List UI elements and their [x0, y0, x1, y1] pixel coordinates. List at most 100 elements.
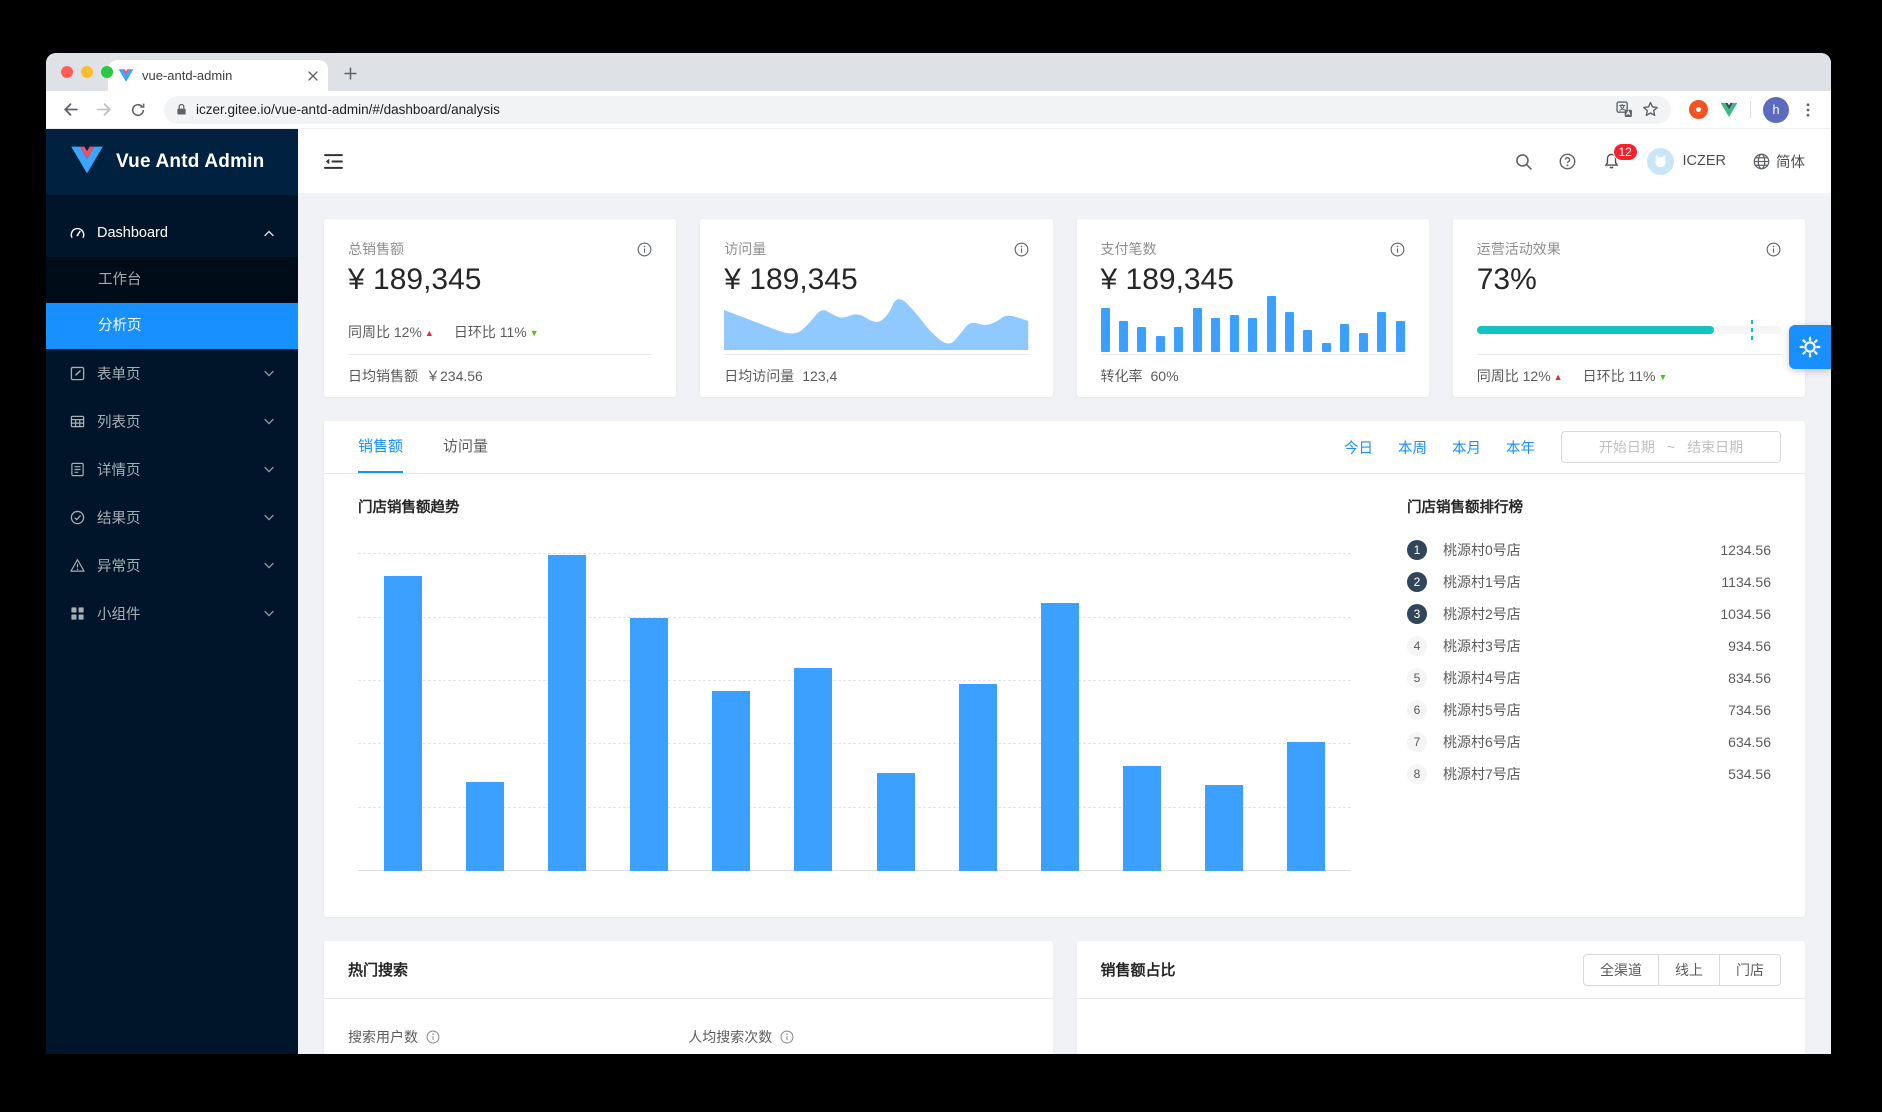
quick-link-3[interactable]: 本年 — [1506, 440, 1535, 457]
progress-target-marker — [1750, 320, 1753, 340]
notification-bell-icon[interactable]: 12 — [1603, 143, 1638, 170]
channel-button-0[interactable]: 全渠道 — [1583, 953, 1659, 986]
divider — [348, 354, 653, 355]
sidebar-item-result[interactable]: 结果页 — [46, 493, 298, 541]
back-icon[interactable] — [56, 96, 84, 124]
sidebar-item-exception[interactable]: 异常页 — [46, 541, 298, 589]
store-name: 桃源村0号店 — [1443, 542, 1521, 558]
app-logo[interactable]: Vue Antd Admin — [46, 129, 298, 195]
app-header: 12 ICZER 简体 — [298, 129, 1831, 193]
info-icon[interactable] — [637, 242, 652, 257]
quick-link-0[interactable]: 今日 — [1344, 440, 1373, 457]
footer-label: 转化率 — [1100, 368, 1143, 384]
footer-label: 日均销售额 — [348, 368, 418, 384]
channel-button-2[interactable]: 门店 — [1719, 953, 1781, 986]
minibar — [1192, 308, 1202, 352]
minibar — [1229, 314, 1239, 352]
translate-icon[interactable] — [1616, 101, 1633, 118]
new-tab-button[interactable] — [336, 59, 364, 87]
minibar — [1248, 317, 1258, 352]
channel-button-group: 全渠道 线上 门店 — [1583, 953, 1781, 986]
store-value: 534.56 — [1728, 766, 1771, 782]
language-label: 简体 — [1776, 154, 1805, 171]
sidebar-item-label: 结果页 — [97, 510, 141, 527]
sales-bar-chart — [358, 541, 1351, 871]
browser-tab[interactable]: vue-antd-admin — [108, 60, 328, 91]
store-ranking-section: 门店销售额排行榜 1 桃源村0号店 1234.56 2 桃源村1号店 1134.56 3 桃源… — [1351, 496, 1771, 871]
tab-visits[interactable]: 访问量 — [443, 438, 489, 455]
chart-bar — [712, 691, 751, 871]
store-name: 桃源村3号店 — [1443, 638, 1521, 654]
sidebar-item-form[interactable]: 表单页 — [46, 349, 298, 397]
sidebar-item-dashboard[interactable]: Dashboard — [46, 209, 298, 257]
header-search-icon[interactable] — [1515, 153, 1532, 170]
tab-title: vue-antd-admin — [142, 68, 233, 83]
sidebar-item-widgets[interactable]: 小组件 — [46, 589, 298, 637]
store-name: 桃源村6号店 — [1443, 734, 1521, 750]
date-range-picker[interactable]: 开始日期 ~ 结束日期 — [1561, 431, 1781, 463]
browser-menu-icon[interactable] — [1801, 102, 1815, 117]
minibar — [1358, 333, 1368, 352]
user-menu[interactable]: ICZER — [1646, 147, 1727, 175]
minibar — [1155, 336, 1165, 352]
ranking-item: 1 桃源村0号店 1234.56 — [1407, 537, 1771, 563]
sidebar-subitem-workplace[interactable]: 工作台 — [98, 272, 142, 288]
chart-bar — [1040, 603, 1079, 871]
info-icon[interactable] — [1014, 242, 1029, 257]
sales-tabs: 销售额 访问量 — [358, 421, 528, 473]
bookmark-star-icon[interactable] — [1642, 101, 1659, 118]
forward-icon[interactable] — [90, 96, 118, 124]
logo-title: Vue Antd Admin — [116, 151, 265, 172]
sales-tabs-bar: 销售额 访问量 今日 本周 本月 本年 开始日期 ~ 结束日期 — [324, 421, 1805, 474]
channel-button-1[interactable]: 线上 — [1658, 953, 1720, 986]
header-help-icon[interactable] — [1559, 153, 1576, 170]
minimize-window-button[interactable] — [81, 66, 93, 78]
url-text: iczer.gitee.io/vue-antd-admin/#/dashboar… — [196, 102, 500, 117]
card-value: 73% — [1476, 263, 1537, 296]
info-icon[interactable] — [1390, 242, 1405, 257]
info-icon[interactable] — [780, 1030, 794, 1044]
info-icon[interactable] — [1766, 242, 1781, 257]
sidebar-item-list[interactable]: 列表页 — [46, 397, 298, 445]
vue-devtools-icon[interactable] — [1720, 102, 1738, 118]
page-content: 总销售额 ¥ 189,345 同周比 12% ▲ 日环比 11% ▼ 日均销售额 ￥23… — [298, 193, 1831, 1054]
store-value: 734.56 — [1728, 702, 1771, 718]
footer-label: 日均访问量 — [724, 368, 795, 384]
sidebar-item-detail[interactable]: 详情页 — [46, 445, 298, 493]
chart-bar — [1122, 766, 1161, 871]
quick-link-2[interactable]: 本月 — [1452, 440, 1481, 457]
menu-fold-icon[interactable] — [324, 153, 343, 170]
store-value: 634.56 — [1728, 734, 1771, 750]
hot-search-stat: 搜索用户数1232171.2▲ — [348, 1027, 688, 1054]
reload-icon[interactable] — [124, 96, 152, 124]
hot-search-card: 热门搜索 搜索用户数1232171.2▲人均搜索次数2.771.2▼ — [324, 941, 1053, 1054]
sidebar-subitem-analysis[interactable]: 分析页 — [46, 303, 298, 349]
settings-gear-button[interactable] — [1789, 325, 1831, 369]
sidebar-item-label: 表单页 — [97, 366, 141, 383]
stat-card-visits: 访问量 ¥ 189,345 日均访问量 123,4 — [700, 219, 1053, 397]
extension-icon[interactable] — [1689, 100, 1708, 119]
rank-badge: 8 — [1407, 764, 1427, 784]
store-name: 桃源村1号店 — [1443, 574, 1521, 590]
sidebar-menu: Dashboard 工作台分析页表单页列表页详情页结果页异常页 小组件 — [46, 195, 298, 637]
language-switcher[interactable]: 简体 — [1753, 151, 1805, 172]
rank-badge: 2 — [1407, 572, 1427, 592]
rank-badge: 3 — [1407, 604, 1427, 624]
date-quick-links: 今日 本周 本月 本年 — [1344, 437, 1535, 458]
appstore-icon — [70, 606, 85, 621]
close-window-button[interactable] — [61, 66, 73, 78]
quick-link-1[interactable]: 本周 — [1398, 440, 1427, 457]
address-bar[interactable]: iczer.gitee.io/vue-antd-admin/#/dashboar… — [164, 95, 1671, 124]
username: ICZER — [1682, 153, 1727, 169]
tab-sales[interactable]: 销售额 — [358, 421, 404, 473]
maximize-window-button[interactable] — [101, 66, 113, 78]
browser-profile-avatar[interactable]: h — [1763, 96, 1789, 123]
globe-icon — [1753, 153, 1770, 170]
card-title: 访问量 — [724, 241, 767, 257]
sidebar-item-label: 详情页 — [97, 462, 141, 479]
ranking-item: 8 桃源村7号店 534.56 — [1407, 761, 1771, 787]
app-root: Vue Antd Admin Dashboard 工作台分析页表单页列表页详情页结… — [46, 129, 1831, 1054]
tab-close-icon[interactable] — [308, 70, 318, 81]
info-icon[interactable] — [426, 1030, 440, 1044]
store-value: 934.56 — [1728, 638, 1771, 654]
